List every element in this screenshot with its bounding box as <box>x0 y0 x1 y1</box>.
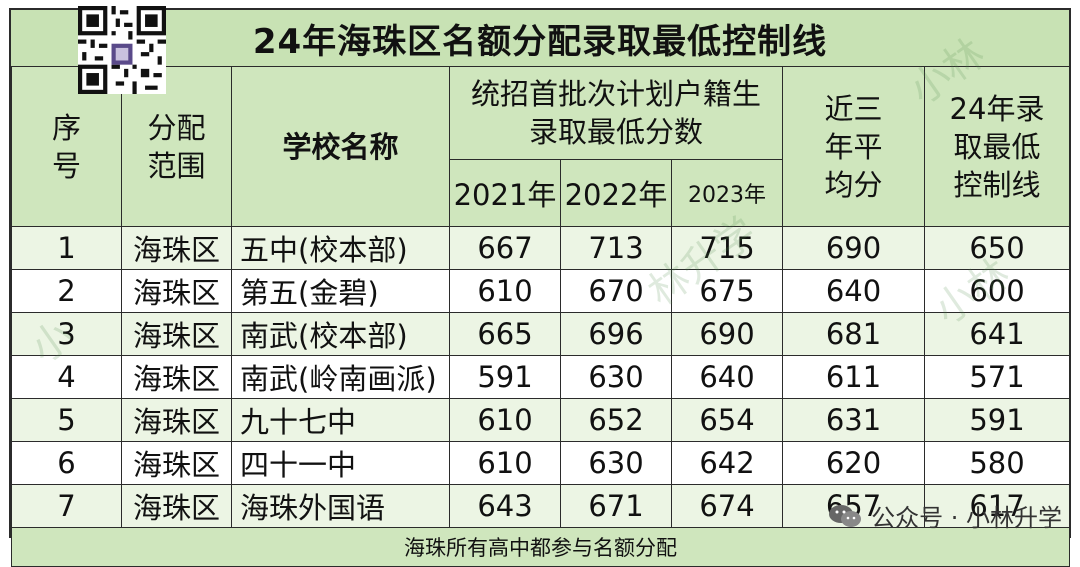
cell-avg: 640 <box>782 269 925 313</box>
cell-school: 九十七中 <box>231 398 450 442</box>
cell-2023: 640 <box>671 355 783 399</box>
cell-2023: 715 <box>671 226 783 270</box>
table-row: 5 海珠区 九十七中 610 652 654 631 591 <box>11 398 1070 442</box>
table-row: 2 海珠区 第五(金碧) 610 670 675 640 600 <box>11 269 1070 313</box>
cell-district: 海珠区 <box>121 355 232 399</box>
cell-2022: 671 <box>560 484 672 528</box>
cell-school: 第五(金碧) <box>231 269 450 313</box>
table-row: 4 海珠区 南武(岭南画派) 591 630 640 611 571 <box>11 355 1070 399</box>
cell-district: 海珠区 <box>121 226 232 270</box>
cell-line: 617 <box>924 484 1070 528</box>
cell-district: 海珠区 <box>121 398 232 442</box>
cell-2023: 674 <box>671 484 783 528</box>
cell-district: 海珠区 <box>121 441 232 485</box>
cell-2021: 591 <box>449 355 561 399</box>
header-year-2021: 2021年 <box>449 159 561 227</box>
account-watermark: 公众号 · 小林升学 <box>827 498 1062 533</box>
cell-no: 6 <box>11 441 122 485</box>
footer-note: 海珠所有高中都参与名额分配 <box>11 527 1070 567</box>
cell-2022: 713 <box>560 226 672 270</box>
cell-2021: 610 <box>449 441 561 485</box>
cell-2023: 675 <box>671 269 783 313</box>
cell-avg: 690 <box>782 226 925 270</box>
cell-avg: 620 <box>782 441 925 485</box>
cell-school: 海珠外国语 <box>231 484 450 528</box>
cell-2023: 690 <box>671 312 783 356</box>
cell-school: 四十一中 <box>231 441 450 485</box>
cell-2021: 667 <box>449 226 561 270</box>
cell-line: 580 <box>924 441 1070 485</box>
cell-avg: 631 <box>782 398 925 442</box>
cell-line: 650 <box>924 226 1070 270</box>
table-title: 24年海珠区名额分配录取最低控制线 <box>11 10 1069 68</box>
cell-school: 南武(校本部) <box>231 312 450 356</box>
cell-no: 2 <box>11 269 122 313</box>
cell-2022: 630 <box>560 355 672 399</box>
cell-2022: 630 <box>560 441 672 485</box>
cell-no: 5 <box>11 398 122 442</box>
footer-row: 海珠所有高中都参与名额分配 <box>11 527 1070 567</box>
cell-no: 3 <box>11 312 122 356</box>
cell-no: 4 <box>11 355 122 399</box>
cell-2022: 670 <box>560 269 672 313</box>
cell-no: 1 <box>11 226 122 270</box>
watermark-text: 公众号 · 小林升学 <box>871 504 1062 532</box>
cell-2022: 696 <box>560 312 672 356</box>
cell-line: 591 <box>924 398 1070 442</box>
cell-line: 571 <box>924 355 1070 399</box>
cell-2021: 643 <box>449 484 561 528</box>
cell-avg: 611 <box>782 355 925 399</box>
cell-school: 五中(校本部) <box>231 226 450 270</box>
cell-2021: 665 <box>449 312 561 356</box>
admission-table-sheet: 24年海珠区名额分配录取最低控制线 序号 分配范围 学校名称 统招首批次计划户籍… <box>9 8 1071 567</box>
cell-no: 7 <box>11 484 122 528</box>
cell-2021: 610 <box>449 269 561 313</box>
wechat-icon <box>829 504 862 527</box>
qr-code-icon <box>78 6 166 94</box>
header-avg3: 近三年平均分 <box>782 66 925 227</box>
header-group: 统招首批次计划户籍生录取最低分数 <box>449 66 783 160</box>
cell-avg: 681 <box>782 312 925 356</box>
cell-2022: 652 <box>560 398 672 442</box>
cell-district: 海珠区 <box>121 312 232 356</box>
table-row: 3 海珠区 南武(校本部) 665 696 690 681 641 <box>11 312 1070 356</box>
cell-line: 600 <box>924 269 1070 313</box>
score-table: 序号 分配范围 学校名称 统招首批次计划户籍生录取最低分数 近三年平均分 24年… <box>11 66 1070 567</box>
cell-line: 641 <box>924 312 1070 356</box>
table-row: 1 海珠区 五中(校本部) 667 713 715 690 650 <box>11 226 1070 270</box>
cell-school: 南武(岭南画派) <box>231 355 450 399</box>
table-row: 6 海珠区 四十一中 610 630 642 620 580 <box>11 441 1070 485</box>
cell-2023: 642 <box>671 441 783 485</box>
table-row: 7 海珠区 海珠外国语 643 671 674 657 617 <box>11 484 1070 528</box>
header-year-2023: 2023年 <box>671 159 783 227</box>
cell-district: 海珠区 <box>121 269 232 313</box>
cell-2023: 654 <box>671 398 783 442</box>
header-line24: 24年录取最低控制线 <box>924 66 1070 227</box>
cell-district: 海珠区 <box>121 484 232 528</box>
header-school: 学校名称 <box>231 66 450 227</box>
header-year-2022: 2022年 <box>560 159 672 227</box>
cell-2021: 610 <box>449 398 561 442</box>
